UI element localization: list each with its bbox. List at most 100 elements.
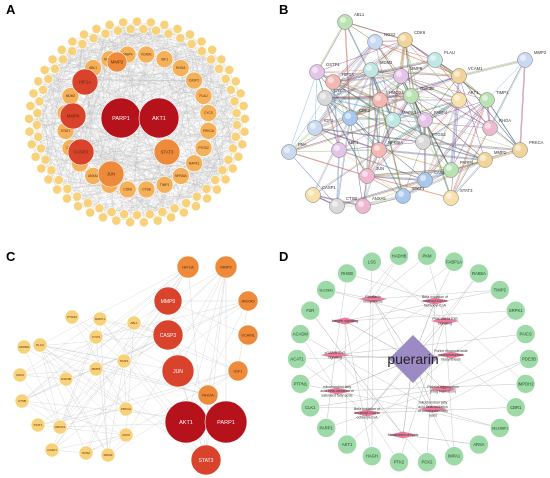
target-circle — [505, 300, 526, 321]
node-pik3r1 — [191, 191, 202, 202]
node-hif1a: HIF1A — [176, 255, 200, 279]
panel-c-label: C — [6, 249, 16, 264]
target-label: LSS — [368, 259, 376, 264]
node-tnf — [157, 207, 168, 217]
protein-label: MDM2 — [380, 60, 393, 65]
node-ca2 — [34, 96, 45, 107]
node-circle — [71, 68, 99, 96]
interaction-edge — [367, 170, 452, 178]
interaction-edge — [401, 76, 491, 129]
protein-highlight — [366, 65, 372, 71]
interaction-edge — [379, 100, 460, 151]
node-circle — [52, 419, 68, 435]
interaction-edge — [316, 39, 406, 73]
node-circle — [30, 151, 41, 162]
network-edge — [23, 346, 127, 410]
pathway-label-line: octanoyl-CoA — [356, 415, 378, 419]
node-label: CDK6 — [122, 433, 130, 437]
network-edge — [59, 266, 227, 428]
target-circle — [469, 434, 489, 455]
node-circle — [36, 143, 47, 154]
node-igf1r — [53, 175, 64, 185]
interaction-edge — [379, 150, 486, 162]
node-plk1 — [32, 120, 42, 130]
node-label: STAT3 — [199, 458, 214, 464]
protein-highlight — [310, 123, 316, 129]
node-circle — [181, 198, 191, 208]
node-circle — [58, 371, 74, 387]
node-circle — [32, 120, 42, 130]
protein-label: STAT1 — [412, 186, 425, 191]
protein-parp1: PARP1 — [443, 160, 474, 178]
interaction-edge — [422, 99, 459, 142]
node-vcam1: VCAM1 — [137, 45, 156, 64]
target-parp1: PARP1 — [316, 418, 336, 438]
interaction-edge — [314, 127, 380, 151]
protein-highlight — [312, 67, 318, 73]
node-circle — [171, 59, 190, 77]
node-circle — [73, 201, 83, 212]
protein-plau: PLAU — [427, 50, 455, 68]
interaction-edge — [370, 68, 459, 76]
network-edge — [366, 261, 373, 414]
node-mapk1: MAPK1 — [92, 311, 108, 327]
target-circle — [287, 349, 307, 369]
network-edge — [19, 368, 97, 376]
protein-highlight — [485, 123, 491, 129]
node-rheb — [230, 76, 241, 87]
network-edge — [143, 59, 222, 223]
network-edge — [95, 322, 135, 370]
protein-highlight — [515, 145, 521, 151]
node-circle — [118, 427, 134, 443]
interaction-edge — [486, 99, 520, 150]
interaction-edge — [325, 98, 424, 143]
target-circle — [389, 245, 409, 266]
node-nfkb1 — [111, 215, 122, 226]
interaction-edge — [338, 149, 425, 180]
network-edge — [21, 322, 135, 402]
node-circle — [24, 126, 35, 137]
node-vcam1: VCAM1 — [237, 324, 259, 346]
node-cbr1 — [175, 33, 186, 44]
network-edge — [442, 333, 526, 390]
protein-label: PRKCA — [529, 140, 544, 145]
protein-label: AKT1 — [468, 90, 479, 95]
network-edge — [310, 388, 444, 408]
node-label: MMP2 — [111, 60, 124, 65]
node-circle — [53, 175, 64, 185]
node-circle — [125, 24, 136, 35]
network-edge — [177, 266, 227, 372]
node-dhfr — [25, 101, 36, 111]
node-circle — [138, 24, 149, 35]
interaction-edge — [424, 99, 488, 121]
protein-label: CASP3 — [434, 170, 448, 175]
node-circle — [92, 311, 108, 327]
node-hif1a: HIF1A — [71, 68, 99, 96]
target-circle — [389, 452, 409, 473]
node-label: PARP1 — [112, 116, 130, 122]
network-edge — [21, 400, 61, 428]
protein-highlight — [418, 137, 424, 143]
node-pgr — [227, 143, 238, 154]
target-slc29a1: SLC29A1 — [316, 280, 336, 300]
target-cbr1: CBR1 — [505, 397, 526, 418]
target-label: PKM — [422, 253, 432, 258]
node-mapk8 — [178, 207, 189, 218]
network-edge — [70, 147, 229, 160]
protein-hmox1: HMOX1 — [372, 90, 405, 108]
node-circle — [186, 39, 197, 49]
target-pck2: PCK2 — [417, 452, 437, 473]
node-alb — [85, 207, 96, 218]
protein-highlight — [284, 147, 290, 153]
network-edge — [371, 298, 374, 457]
target-circle — [417, 452, 437, 473]
protein-highlight — [454, 71, 460, 77]
target-circle — [490, 418, 510, 438]
node-circle — [83, 198, 93, 208]
network-edge — [80, 151, 226, 180]
node-circle — [14, 393, 30, 409]
interaction-edge — [350, 60, 436, 119]
node-label: GSK3B — [61, 377, 71, 381]
network-edge — [347, 273, 436, 302]
panel-b: B ABL1 CDK6 MMP3 GSTP1 HIF1A MDM2 AKT1 CYCS CDK2… — [275, 0, 550, 239]
